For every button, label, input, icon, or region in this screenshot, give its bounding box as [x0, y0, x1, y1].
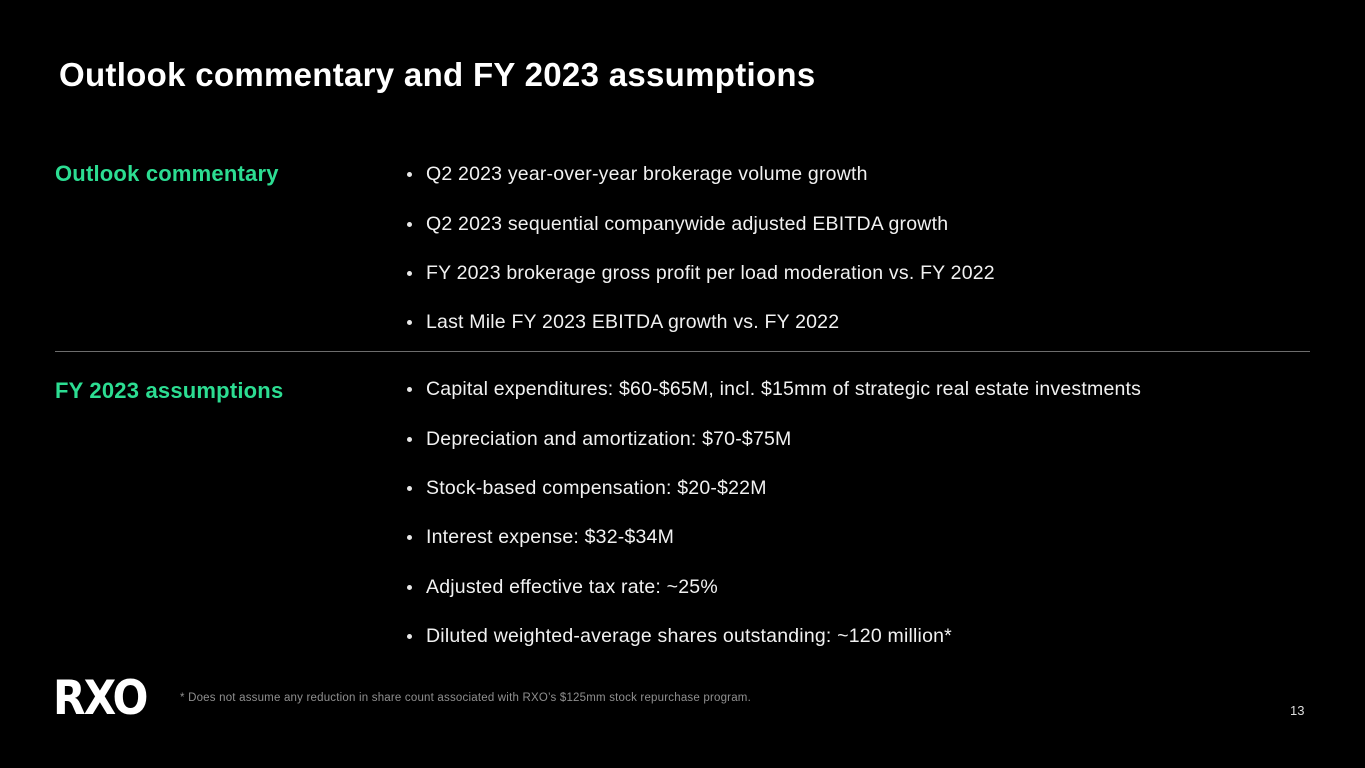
list-item: Interest expense: $32-$34M [407, 513, 1141, 562]
bullet-icon [407, 485, 412, 491]
section-label-outlook-commentary: Outlook commentary [55, 161, 279, 186]
list-item-text: Last Mile FY 2023 EBITDA growth vs. FY 2… [426, 311, 840, 334]
list-item: Capital expenditures: $60-$65M, incl. $1… [407, 365, 1141, 414]
bullet-icon [407, 634, 412, 640]
list-item-text: Stock-based compensation: $20-$22M [426, 476, 767, 499]
list-item-text: Diluted weighted-average shares outstand… [426, 625, 952, 648]
slide-title: Outlook commentary and FY 2023 assumptio… [59, 56, 816, 93]
list-item-text: Q2 2023 sequential companywide adjusted … [426, 212, 949, 235]
list-item-text: Interest expense: $32-$34M [426, 526, 675, 549]
page-number: 13 [1290, 703, 1305, 718]
bullet-icon [407, 584, 412, 590]
list-item-text: FY 2023 brokerage gross profit per load … [426, 261, 995, 284]
section-label-fy2023-assumptions: FY 2023 assumptions [55, 378, 284, 403]
list-item: Diluted weighted-average shares outstand… [407, 612, 1141, 661]
list-item-text: Capital expenditures: $60-$65M, incl. $1… [426, 378, 1142, 401]
list-item: Stock-based compensation: $20-$22M [407, 464, 1141, 513]
fy2023-assumptions-bullet-list: Capital expenditures: $60-$65M, incl. $1… [407, 365, 1141, 661]
list-item-text: Depreciation and amortization: $70-$75M [426, 427, 792, 450]
list-item: FY 2023 brokerage gross profit per load … [407, 249, 995, 298]
bullet-icon [407, 172, 412, 178]
bullet-icon [407, 221, 412, 227]
list-item-text: Q2 2023 year-over-year brokerage volume … [426, 163, 868, 186]
rxo-logo: RXO [53, 671, 148, 726]
list-item: Adjusted effective tax rate: ~25% [407, 563, 1141, 612]
list-item: Q2 2023 sequential companywide adjusted … [407, 199, 995, 248]
list-item: Q2 2023 year-over-year brokerage volume … [407, 150, 995, 199]
bullet-icon [407, 535, 412, 541]
list-item: Last Mile FY 2023 EBITDA growth vs. FY 2… [407, 298, 995, 347]
bullet-icon [407, 270, 412, 276]
list-item-text: Adjusted effective tax rate: ~25% [426, 575, 718, 598]
section-divider [55, 351, 1310, 352]
bullet-icon [407, 387, 412, 393]
list-item: Depreciation and amortization: $70-$75M [407, 414, 1141, 463]
bullet-icon [407, 320, 412, 326]
outlook-commentary-bullet-list: Q2 2023 year-over-year brokerage volume … [407, 150, 995, 348]
bullet-icon [407, 436, 412, 442]
footnote-text: * Does not assume any reduction in share… [180, 692, 751, 704]
